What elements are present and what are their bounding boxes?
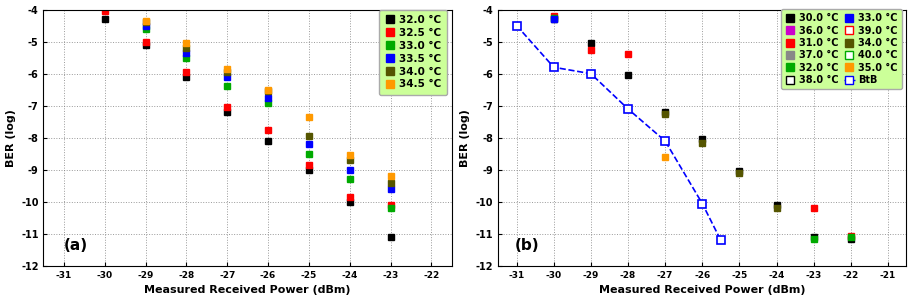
Legend: 32.0 °C, 32.5 °C, 33.0 °C, 33.5 °C, 34.0 °C, 34.5 °C: 32.0 °C, 32.5 °C, 33.0 °C, 33.5 °C, 34.0… xyxy=(379,10,446,95)
Text: (b): (b) xyxy=(514,238,538,253)
Legend: 30.0 °C, 36.0 °C, 31.0 °C, 37.0 °C, 32.0 °C, 38.0 °C, 33.0 °C, 39.0 °C, 34.0 °C,: 30.0 °C, 36.0 °C, 31.0 °C, 37.0 °C, 32.0… xyxy=(780,9,901,89)
Y-axis label: BER (log): BER (log) xyxy=(5,109,15,167)
Text: (a): (a) xyxy=(64,238,88,253)
Y-axis label: BER (log): BER (log) xyxy=(460,109,470,167)
X-axis label: Measured Received Power (dBm): Measured Received Power (dBm) xyxy=(599,285,804,296)
X-axis label: Measured Received Power (dBm): Measured Received Power (dBm) xyxy=(144,285,351,296)
